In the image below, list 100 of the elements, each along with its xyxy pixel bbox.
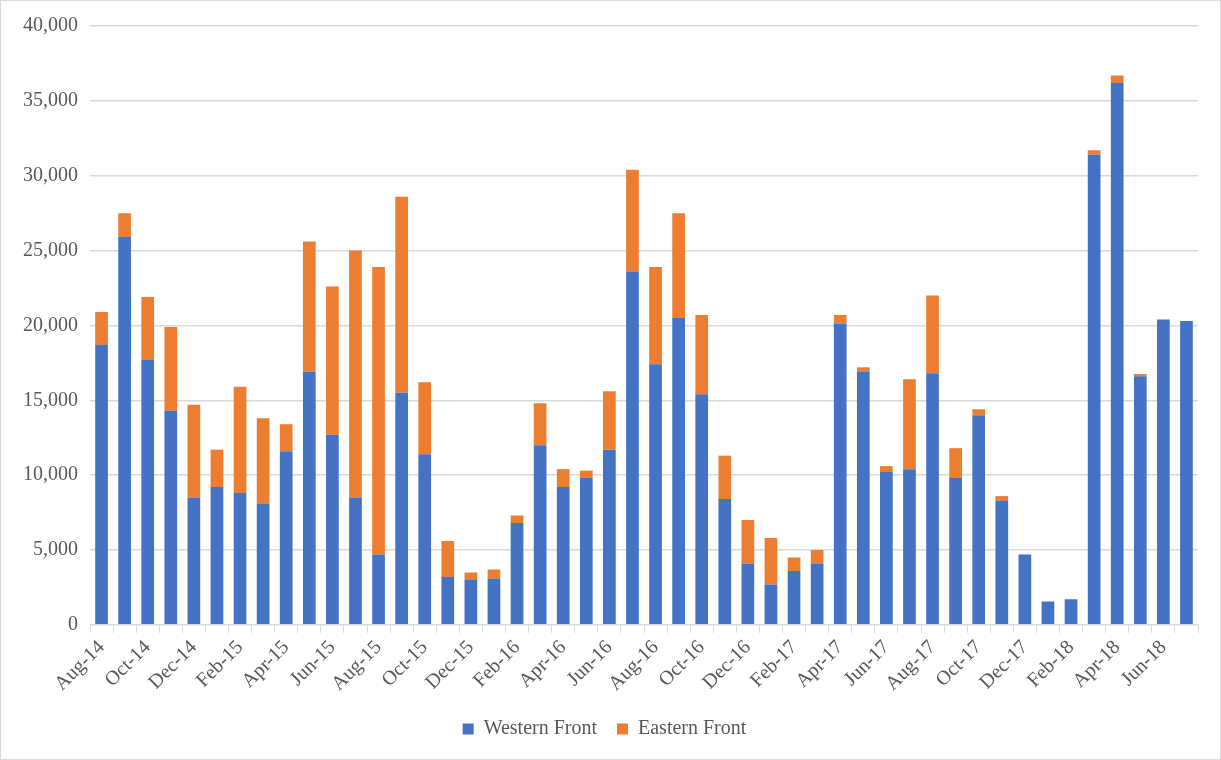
bar xyxy=(579,478,593,625)
bar xyxy=(1157,319,1170,625)
bar xyxy=(141,359,155,625)
bar xyxy=(903,469,916,625)
bar xyxy=(787,570,801,625)
bar xyxy=(118,237,131,625)
bar xyxy=(1133,374,1147,377)
bar xyxy=(649,267,662,365)
bar xyxy=(695,314,709,395)
bar xyxy=(718,499,732,625)
bar xyxy=(256,503,270,625)
bar xyxy=(1087,154,1101,625)
bar xyxy=(810,563,824,625)
bar xyxy=(418,454,432,625)
bar xyxy=(764,537,778,585)
bar xyxy=(533,403,547,446)
bar xyxy=(487,578,501,625)
bar xyxy=(764,584,778,625)
bar xyxy=(326,434,339,625)
bar xyxy=(418,382,432,455)
bar xyxy=(556,487,570,625)
bar xyxy=(279,424,293,452)
bar xyxy=(695,394,709,625)
bar xyxy=(926,295,939,374)
bar xyxy=(880,466,893,473)
bar xyxy=(579,470,593,479)
bar xyxy=(441,540,455,577)
bar xyxy=(626,271,639,625)
bar xyxy=(1041,601,1055,625)
y-tick-label: 10,000 xyxy=(23,462,78,485)
legend-label: Western Front xyxy=(483,716,598,739)
bar xyxy=(649,364,662,625)
bar xyxy=(603,391,616,450)
bar xyxy=(464,572,478,580)
bar xyxy=(256,418,270,504)
bar xyxy=(164,326,178,411)
bar xyxy=(1110,75,1124,83)
bar xyxy=(741,563,755,625)
bar xyxy=(718,455,732,500)
bar xyxy=(1110,82,1124,625)
bar xyxy=(395,392,408,625)
bar xyxy=(210,449,224,488)
bar xyxy=(972,409,986,416)
bar xyxy=(787,557,801,571)
bar xyxy=(1064,599,1078,625)
bar xyxy=(302,371,316,625)
bar xyxy=(510,523,524,625)
bar xyxy=(441,576,455,625)
bar xyxy=(856,371,870,625)
bar xyxy=(926,373,939,625)
bar xyxy=(372,267,385,555)
y-tick-label: 15,000 xyxy=(23,387,78,410)
bar xyxy=(141,296,155,360)
bar xyxy=(626,169,639,272)
bar xyxy=(210,487,224,625)
bar xyxy=(302,241,316,372)
bar xyxy=(880,472,893,625)
bar xyxy=(349,497,362,625)
bar xyxy=(672,213,685,318)
bar xyxy=(349,250,362,498)
bar xyxy=(118,213,131,238)
bar xyxy=(233,493,247,625)
legend-label: Eastern Front xyxy=(638,716,747,739)
bar xyxy=(464,579,478,625)
bar xyxy=(810,549,824,564)
bar xyxy=(741,520,755,564)
bar xyxy=(187,497,201,625)
bar xyxy=(603,449,616,625)
y-tick-label: 20,000 xyxy=(23,312,78,335)
bar xyxy=(972,415,986,625)
y-tick-label: 40,000 xyxy=(23,13,78,36)
bar xyxy=(556,469,570,488)
bar xyxy=(833,314,847,324)
bar xyxy=(164,410,178,625)
bar xyxy=(533,445,547,625)
bar xyxy=(672,317,685,625)
bar xyxy=(1133,376,1147,625)
y-tick-label: 0 xyxy=(68,612,78,635)
bar xyxy=(949,478,962,625)
y-tick-label: 35,000 xyxy=(23,88,78,111)
bar xyxy=(95,344,108,625)
bar xyxy=(395,196,408,393)
bar xyxy=(995,496,1009,501)
bar xyxy=(856,367,870,372)
y-tick-label: 30,000 xyxy=(23,162,78,185)
y-tick-label: 5,000 xyxy=(33,537,78,560)
bar xyxy=(233,386,247,494)
bar xyxy=(833,323,847,625)
bar xyxy=(326,286,339,435)
bar xyxy=(995,500,1009,625)
bar xyxy=(1180,320,1193,625)
y-tick-label: 25,000 xyxy=(23,237,78,260)
bar xyxy=(903,379,916,470)
bar xyxy=(487,569,501,579)
bar xyxy=(279,451,293,625)
bar xyxy=(95,311,108,345)
bar xyxy=(949,448,962,479)
bar xyxy=(372,554,385,625)
bar xyxy=(1018,554,1032,625)
bar xyxy=(1087,150,1101,155)
